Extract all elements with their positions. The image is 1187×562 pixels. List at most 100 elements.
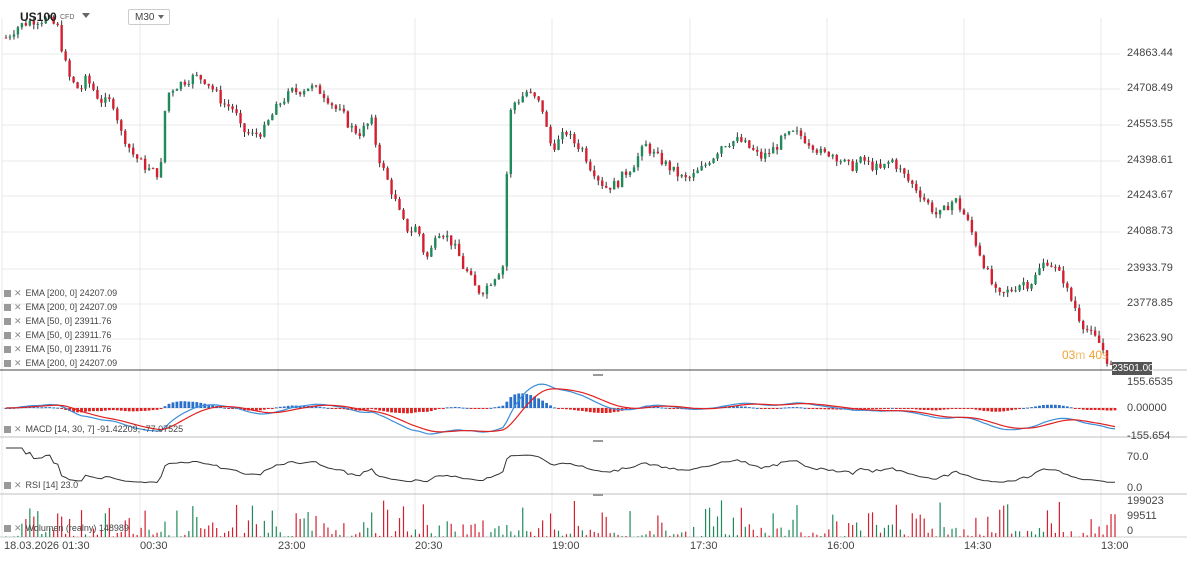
volume-bar	[919, 514, 921, 537]
candle-up	[175, 89, 179, 91]
volume-bar	[200, 528, 202, 537]
volume-bar	[561, 535, 564, 537]
macd-histogram-bar	[883, 408, 886, 409]
candle-up	[370, 117, 373, 124]
overlay-legend-row[interactable]: ✕ EMA [200, 0] 24207.09	[4, 301, 117, 313]
volume-bar	[669, 535, 671, 537]
macd-histogram-bar	[40, 407, 44, 409]
settings-icon[interactable]	[4, 426, 11, 433]
macd-histogram-bar	[179, 401, 183, 408]
close-icon[interactable]: ✕	[14, 358, 22, 368]
candle-down	[386, 168, 389, 180]
rsi-label: RSI [14] 23.0	[25, 480, 79, 490]
candle-down	[966, 214, 970, 220]
candle-down	[1058, 266, 1061, 271]
volume-tick-bottom: 0	[1127, 525, 1134, 537]
volume-bar	[649, 530, 651, 537]
overlay-legend-row[interactable]: ✕ EMA [200, 0] 24207.09	[4, 357, 117, 369]
close-icon[interactable]: ✕	[14, 330, 22, 340]
candle-down	[903, 168, 906, 174]
settings-icon[interactable]	[4, 346, 11, 353]
volume-bar	[995, 533, 997, 537]
close-icon[interactable]: ✕	[14, 316, 22, 326]
volume-bar	[41, 534, 43, 537]
candle-up	[493, 279, 497, 285]
macd-histogram-bar	[763, 408, 767, 409]
overlay-legend-row[interactable]: ✕ EMA [50, 0] 23911.76	[4, 315, 111, 327]
volume-bar	[327, 527, 329, 537]
candle-down	[239, 112, 242, 124]
volume-bar	[1026, 530, 1029, 537]
macd-histogram-bar	[32, 407, 36, 409]
volume-bar	[13, 536, 15, 537]
candle-up	[839, 161, 842, 163]
volume-bar	[144, 510, 146, 537]
volume-bar	[549, 513, 552, 537]
candle-down	[80, 88, 83, 90]
volume-bar	[279, 532, 281, 537]
symbol-dropdown-chevron-down-icon[interactable]	[82, 13, 90, 18]
macd-histogram-bar	[656, 406, 660, 408]
candle-down	[1109, 363, 1113, 365]
macd-histogram-bar	[286, 405, 290, 408]
candle-down	[541, 100, 544, 112]
volume-bar	[601, 512, 603, 537]
volume-bar	[704, 509, 707, 537]
price-tick-label: 24088.73	[1127, 225, 1173, 237]
candle-down	[422, 234, 425, 253]
rsi-legend[interactable]: ✕ RSI [14] 23.0	[4, 479, 78, 491]
candle-up	[187, 83, 191, 85]
candle-up	[712, 158, 715, 163]
settings-icon[interactable]	[4, 332, 11, 339]
candle-down	[752, 147, 755, 150]
overlay-legend-row[interactable]: ✕ EMA [50, 0] 23911.76	[4, 343, 111, 355]
macd-histogram-bar	[600, 408, 604, 414]
overlay-legend-row[interactable]: ✕ EMA [50, 0] 23911.76	[4, 329, 111, 341]
close-icon[interactable]: ✕	[14, 344, 22, 354]
volume-bar	[359, 532, 361, 537]
candle-up	[521, 96, 524, 103]
close-icon[interactable]: ✕	[14, 288, 22, 298]
settings-icon[interactable]	[4, 525, 11, 532]
overlay-legend-row[interactable]: ✕ EMA [200, 0] 24207.09	[4, 287, 117, 299]
macd-histogram-bar	[787, 407, 791, 409]
candle-down	[410, 231, 413, 233]
volume-bar	[220, 536, 222, 537]
close-icon[interactable]: ✕	[14, 523, 22, 533]
settings-icon[interactable]	[4, 318, 11, 325]
timeframe-selector[interactable]: M30	[128, 9, 170, 25]
candle-up	[414, 226, 417, 233]
macd-histogram-bar	[374, 408, 378, 410]
macd-histogram-bar	[127, 408, 131, 412]
macd-histogram-bar	[107, 408, 111, 411]
macd-histogram-bar	[433, 408, 437, 410]
close-icon[interactable]: ✕	[14, 480, 22, 490]
settings-icon[interactable]	[4, 360, 11, 367]
candle-down	[259, 133, 262, 137]
settings-icon[interactable]	[4, 290, 11, 297]
close-icon[interactable]: ✕	[14, 302, 22, 312]
candle-up	[179, 81, 183, 90]
candle-down	[907, 173, 910, 181]
candle-down	[354, 125, 357, 134]
settings-icon[interactable]	[4, 304, 11, 311]
volume-bar	[434, 536, 436, 537]
close-icon[interactable]: ✕	[14, 424, 22, 434]
volume-bar	[323, 523, 325, 537]
macd-histogram-bar	[664, 407, 668, 409]
panel-resize-handle	[593, 374, 603, 376]
settings-icon[interactable]	[4, 482, 11, 489]
candle-down	[135, 154, 139, 159]
macd-histogram-bar	[163, 406, 167, 408]
volume-bar	[291, 536, 293, 537]
macd-legend[interactable]: ✕ MACD [14, 30, 7] -91.42209, -77.07525	[4, 423, 183, 435]
candle-down	[919, 190, 922, 198]
candle-down	[247, 132, 250, 134]
macd-histogram-bar	[219, 406, 223, 408]
volume-legend[interactable]: ✕ Wolumen (realny) 148989	[4, 522, 129, 534]
symbol-name[interactable]: US100	[20, 10, 57, 24]
volume-bar	[227, 531, 230, 537]
rsi-tick-top: 70.0	[1127, 451, 1149, 463]
